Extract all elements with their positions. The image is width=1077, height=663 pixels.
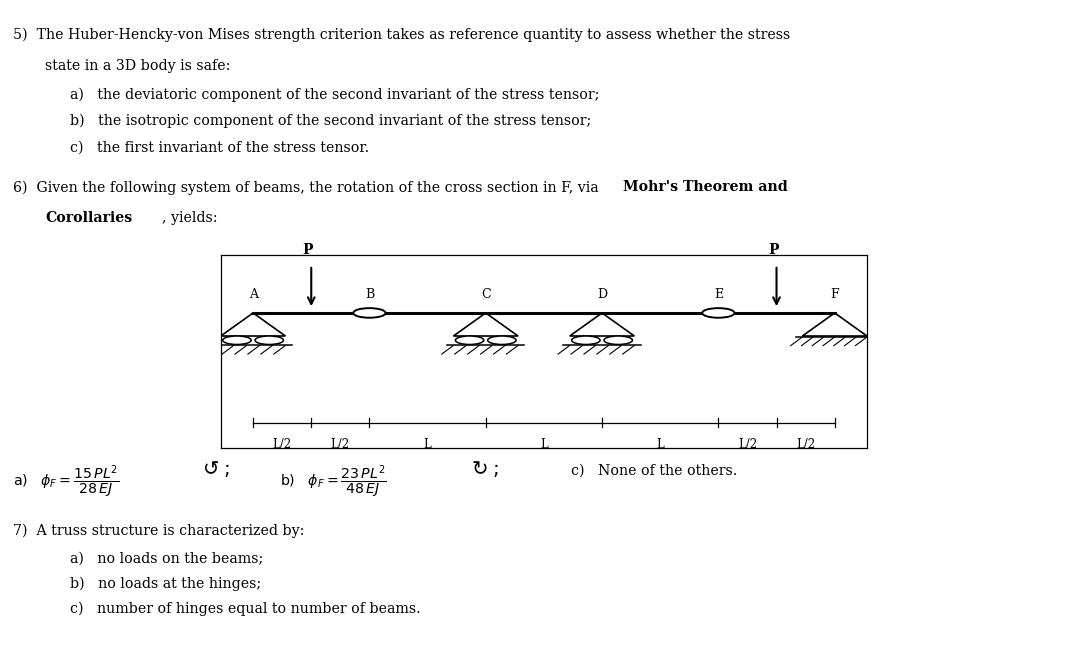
Text: B: B <box>365 288 374 302</box>
Text: state in a 3D body is safe:: state in a 3D body is safe: <box>45 59 230 73</box>
Text: D: D <box>597 288 607 302</box>
Text: 7)  A truss structure is characterized by:: 7) A truss structure is characterized by… <box>13 524 305 538</box>
Text: 5)  The Huber-Hencky-von Mises strength criterion takes as reference quantity to: 5) The Huber-Hencky-von Mises strength c… <box>13 28 791 42</box>
Text: a)   no loads on the beams;: a) no loads on the beams; <box>70 552 263 566</box>
Text: c)   the first invariant of the stress tensor.: c) the first invariant of the stress ten… <box>70 141 369 154</box>
Text: $\circlearrowright$;: $\circlearrowright$; <box>468 459 499 479</box>
Text: Corollaries: Corollaries <box>45 211 132 225</box>
Text: b)   no loads at the hinges;: b) no loads at the hinges; <box>70 577 261 591</box>
Text: P: P <box>303 243 313 257</box>
Text: L/2: L/2 <box>738 438 757 451</box>
Text: Mohr's Theorem and: Mohr's Theorem and <box>623 180 787 194</box>
Circle shape <box>604 336 632 345</box>
Text: L/2: L/2 <box>272 438 292 451</box>
Text: C: C <box>481 288 490 302</box>
Circle shape <box>223 336 251 345</box>
Text: c)   None of the others.: c) None of the others. <box>571 464 737 478</box>
Text: L/2: L/2 <box>331 438 350 451</box>
Text: A: A <box>249 288 257 302</box>
Circle shape <box>702 308 735 318</box>
Text: c)   number of hinges equal to number of beams.: c) number of hinges equal to number of b… <box>70 602 421 617</box>
Circle shape <box>572 336 600 345</box>
Text: 6)  Given the following system of beams, the rotation of the cross section in F,: 6) Given the following system of beams, … <box>13 180 603 195</box>
Text: $\circlearrowleft$;: $\circlearrowleft$; <box>199 459 229 479</box>
Text: E: E <box>714 288 723 302</box>
Text: L/2: L/2 <box>796 438 815 451</box>
Circle shape <box>456 336 484 345</box>
Text: L: L <box>656 438 665 451</box>
Text: , yields:: , yields: <box>162 211 218 225</box>
Text: a)   the deviatoric component of the second invariant of the stress tensor;: a) the deviatoric component of the secon… <box>70 88 600 102</box>
Text: F: F <box>830 288 839 302</box>
Text: a)   $\phi_F = \dfrac{15\,PL^2}{28\,EJ}$: a) $\phi_F = \dfrac{15\,PL^2}{28\,EJ}$ <box>13 464 120 500</box>
Circle shape <box>488 336 516 345</box>
Text: P: P <box>768 243 779 257</box>
Text: L: L <box>540 438 548 451</box>
Text: b)   $\phi_F = \dfrac{23\,PL^2}{48\,EJ}$: b) $\phi_F = \dfrac{23\,PL^2}{48\,EJ}$ <box>280 464 387 500</box>
Text: b)   the isotropic component of the second invariant of the stress tensor;: b) the isotropic component of the second… <box>70 114 591 129</box>
Circle shape <box>353 308 386 318</box>
Text: L: L <box>423 438 432 451</box>
Circle shape <box>255 336 283 345</box>
